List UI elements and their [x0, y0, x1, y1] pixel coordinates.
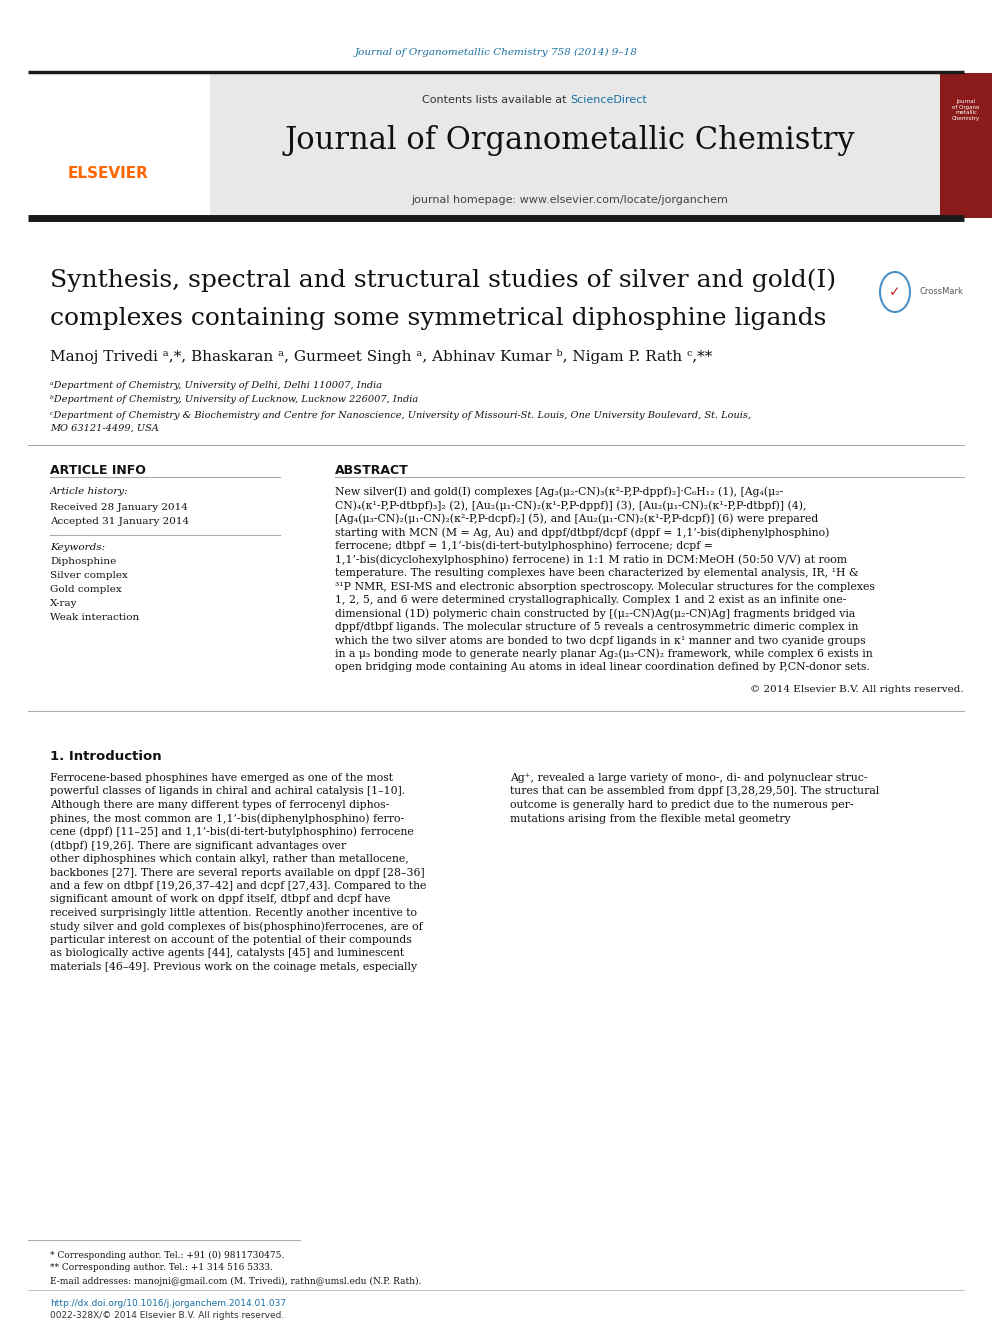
Text: outcome is generally hard to predict due to the numerous per-: outcome is generally hard to predict due…	[510, 800, 853, 810]
Text: Journal
of Organo
metallic
Chemistry: Journal of Organo metallic Chemistry	[952, 99, 980, 122]
Bar	[940, 73, 992, 218]
Text: * Corresponding author. Tel.: +91 (0) 9811730475.: * Corresponding author. Tel.: +91 (0) 98…	[50, 1250, 285, 1259]
Text: 1, 2, 5, and 6 were determined crystallographically. Complex 1 and 2 exist as an: 1, 2, 5, and 6 were determined crystallo…	[335, 595, 846, 605]
Text: in a μ₃ bonding mode to generate nearly planar Ag₂(μ₃-CN)₂ framework, while comp: in a μ₃ bonding mode to generate nearly …	[335, 648, 873, 659]
Text: study silver and gold complexes of bis(phosphino)ferrocenes, are of: study silver and gold complexes of bis(p…	[50, 921, 423, 931]
Text: ScienceDirect: ScienceDirect	[570, 95, 647, 105]
Text: Weak interaction: Weak interaction	[50, 614, 139, 623]
Text: Manoj Trivedi ᵃ,*, Bhaskaran ᵃ, Gurmeet Singh ᵃ, Abhinav Kumar ᵇ, Nigam P. Rath : Manoj Trivedi ᵃ,*, Bhaskaran ᵃ, Gurmeet …	[50, 348, 712, 364]
Text: Journal of Organometallic Chemistry: Journal of Organometallic Chemistry	[285, 124, 855, 156]
Text: particular interest on account of the potential of their compounds: particular interest on account of the po…	[50, 935, 412, 945]
Text: ᵃDepartment of Chemistry, University of Delhi, Delhi 110007, India: ᵃDepartment of Chemistry, University of …	[50, 381, 382, 389]
Text: ** Corresponding author. Tel.: +1 314 516 5333.: ** Corresponding author. Tel.: +1 314 51…	[50, 1263, 273, 1273]
Text: Synthesis, spectral and structural studies of silver and gold(I): Synthesis, spectral and structural studi…	[50, 269, 836, 292]
Text: 1. Introduction: 1. Introduction	[50, 750, 162, 762]
Text: ABSTRACT: ABSTRACT	[335, 463, 409, 476]
Text: 0022-328X/© 2014 Elsevier B.V. All rights reserved.: 0022-328X/© 2014 Elsevier B.V. All right…	[50, 1311, 285, 1319]
Text: (dtbpf) [19,26]. There are significant advantages over: (dtbpf) [19,26]. There are significant a…	[50, 840, 346, 851]
Text: as biologically active agents [44], catalysts [45] and luminescent: as biologically active agents [44], cata…	[50, 949, 404, 958]
Text: temperature. The resulting complexes have been characterized by elemental analys: temperature. The resulting complexes hav…	[335, 568, 859, 578]
Text: X-ray: X-ray	[50, 599, 77, 609]
Text: starting with MCN (M = Ag, Au) and dppf/dtbpf/dcpf (dppf = 1,1’-bis(diphenylphos: starting with MCN (M = Ag, Au) and dppf/…	[335, 528, 829, 537]
Text: ✓: ✓	[889, 284, 901, 299]
Text: ARTICLE INFO: ARTICLE INFO	[50, 463, 146, 476]
Text: cene (dppf) [11–25] and 1,1’-bis(di-tert-butylphosphino) ferrocene: cene (dppf) [11–25] and 1,1’-bis(di-tert…	[50, 827, 414, 837]
Text: which the two silver atoms are bonded to two dcpf ligands in κ¹ manner and two c: which the two silver atoms are bonded to…	[335, 635, 866, 646]
Text: significant amount of work on dppf itself, dtbpf and dcpf have: significant amount of work on dppf itsel…	[50, 894, 391, 905]
Text: tures that can be assembled from dppf [3,28,29,50]. The structural: tures that can be assembled from dppf [3…	[510, 786, 879, 796]
Text: received surprisingly little attention. Recently another incentive to: received surprisingly little attention. …	[50, 908, 417, 918]
Text: mutations arising from the flexible metal geometry: mutations arising from the flexible meta…	[510, 814, 791, 823]
Text: Gold complex: Gold complex	[50, 586, 122, 594]
Text: other diphosphines which contain alkyl, rather than metallocene,: other diphosphines which contain alkyl, …	[50, 855, 409, 864]
Text: Ferrocene-based phosphines have emerged as one of the most: Ferrocene-based phosphines have emerged …	[50, 773, 393, 783]
Text: CN)₄(κ¹-P,P-dtbpf)₃]₂ (2), [Au₂(μ₁-CN)₂(κ¹-P,P-dppf)] (3), [Au₂(μ₁-CN)₂(κ¹-P,P-d: CN)₄(κ¹-P,P-dtbpf)₃]₂ (2), [Au₂(μ₁-CN)₂(…	[335, 500, 806, 511]
Text: ᶜDepartment of Chemistry & Biochemistry and Centre for Nanoscience, University o: ᶜDepartment of Chemistry & Biochemistry …	[50, 410, 751, 419]
Text: dppf/dtbpf ligands. The molecular structure of 5 reveals a centrosymmetric dimer: dppf/dtbpf ligands. The molecular struct…	[335, 622, 858, 632]
Text: Ag⁺, revealed a large variety of mono-, di- and polynuclear struc-: Ag⁺, revealed a large variety of mono-, …	[510, 773, 867, 783]
Text: Contents lists available at: Contents lists available at	[422, 95, 570, 105]
Text: E-mail addresses: manojni@gmail.com (M. Trivedi), rathn@umsl.edu (N.P. Rath).: E-mail addresses: manojni@gmail.com (M. …	[50, 1277, 422, 1286]
Text: Diphosphine: Diphosphine	[50, 557, 116, 566]
Text: phines, the most common are 1,1’-bis(diphenylphosphino) ferro-: phines, the most common are 1,1’-bis(dip…	[50, 814, 404, 824]
Text: ᵇDepartment of Chemistry, University of Lucknow, Lucknow 226007, India: ᵇDepartment of Chemistry, University of …	[50, 396, 419, 405]
Text: [Ag₄(μ₃-CN)₂(μ₁-CN)₂(κ²-P,P-dcpf)₂] (5), and [Au₂(μ₁-CN)₂(κ¹-P,P-dcpf)] (6) were: [Ag₄(μ₃-CN)₂(μ₁-CN)₂(κ²-P,P-dcpf)₂] (5),…	[335, 513, 818, 524]
Text: Although there are many different types of ferrocenyl diphos-: Although there are many different types …	[50, 800, 389, 810]
Text: Accepted 31 January 2014: Accepted 31 January 2014	[50, 516, 189, 525]
Text: MO 63121-4499, USA: MO 63121-4499, USA	[50, 423, 159, 433]
Text: powerful classes of ligands in chiral and achiral catalysis [1–10].: powerful classes of ligands in chiral an…	[50, 786, 405, 796]
Text: New silver(I) and gold(I) complexes [Ag₃(μ₂-CN)₃(κ²-P,P-dppf)₂]·C₆H₁₂ (1), [Ag₄(: New silver(I) and gold(I) complexes [Ag₃…	[335, 487, 784, 497]
Text: Journal of Organometallic Chemistry 758 (2014) 9–18: Journal of Organometallic Chemistry 758 …	[354, 48, 638, 57]
Text: materials [46–49]. Previous work on the coinage metals, especially: materials [46–49]. Previous work on the …	[50, 962, 417, 972]
Text: Keywords:: Keywords:	[50, 544, 105, 553]
Text: Article history:: Article history:	[50, 487, 129, 496]
Text: CrossMark: CrossMark	[920, 287, 964, 296]
Text: http://dx.doi.org/10.1016/j.jorganchem.2014.01.037: http://dx.doi.org/10.1016/j.jorganchem.2…	[50, 1298, 286, 1307]
Text: and a few on dtbpf [19,26,37–42] and dcpf [27,43]. Compared to the: and a few on dtbpf [19,26,37–42] and dcp…	[50, 881, 427, 890]
Text: ³¹P NMR, ESI-MS and electronic absorption spectroscopy. Molecular structures for: ³¹P NMR, ESI-MS and electronic absorptio…	[335, 582, 875, 591]
Bar	[28, 73, 210, 173]
Text: Silver complex: Silver complex	[50, 572, 128, 581]
Text: open bridging mode containing Au atoms in ideal linear coordination defined by P: open bridging mode containing Au atoms i…	[335, 663, 870, 672]
Text: dimensional (1D) polymeric chain constructed by [(μ₂-CN)Ag(μ₂-CN)Ag] fragments b: dimensional (1D) polymeric chain constru…	[335, 609, 855, 619]
Text: Received 28 January 2014: Received 28 January 2014	[50, 503, 187, 512]
Text: ferrocene; dtbpf = 1,1’-bis(di-tert-butylphosphino) ferrocene; dcpf =: ferrocene; dtbpf = 1,1’-bis(di-tert-buty…	[335, 541, 713, 552]
Text: © 2014 Elsevier B.V. All rights reserved.: © 2014 Elsevier B.V. All rights reserved…	[750, 684, 964, 693]
Text: ELSEVIER: ELSEVIER	[67, 165, 149, 180]
Text: 1,1’-bis(dicyclohexylphosphino) ferrocene) in 1:1 M ratio in DCM:MeOH (50:50 V/V: 1,1’-bis(dicyclohexylphosphino) ferrocen…	[335, 554, 847, 565]
Bar	[210, 73, 940, 218]
Text: backbones [27]. There are several reports available on dppf [28–36]: backbones [27]. There are several report…	[50, 868, 425, 877]
Text: journal homepage: www.elsevier.com/locate/jorganchem: journal homepage: www.elsevier.com/locat…	[412, 194, 728, 205]
Text: complexes containing some symmetrical diphosphine ligands: complexes containing some symmetrical di…	[50, 307, 826, 329]
